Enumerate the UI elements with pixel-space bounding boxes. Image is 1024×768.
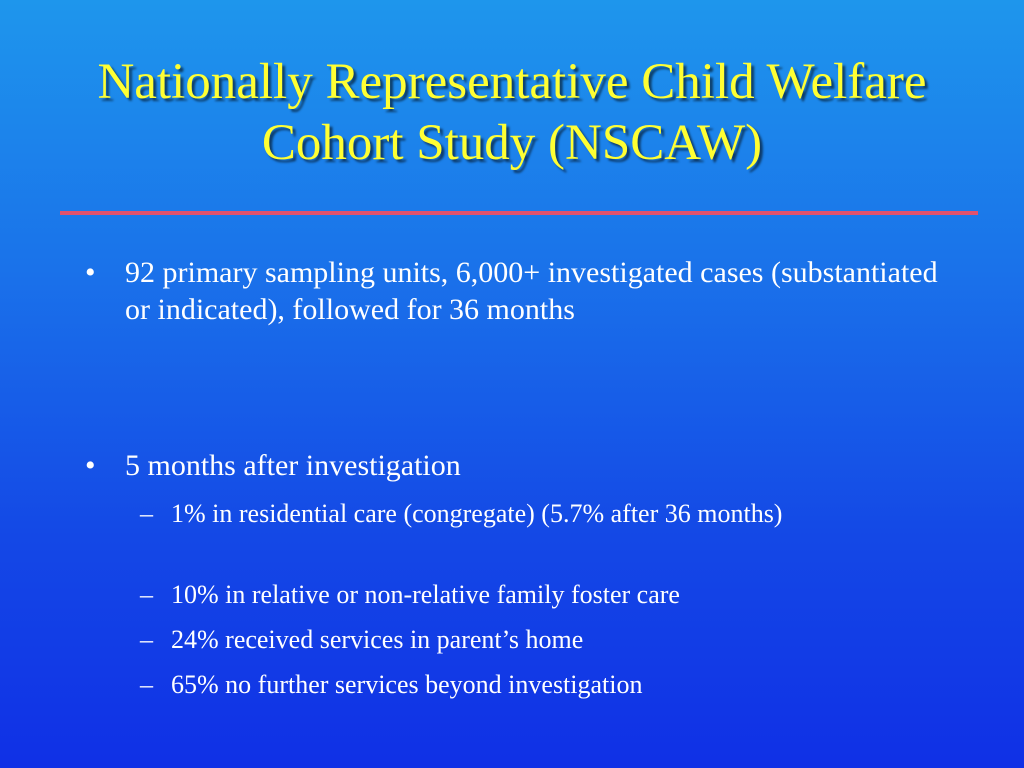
bullet-item: • 92 primary sampling units, 6,000+ inve… <box>85 254 945 328</box>
sub-bullet-item: – 65% no further services beyond investi… <box>140 669 860 700</box>
sub-bullet-marker: – <box>140 580 153 609</box>
bullet-marker: • <box>85 256 96 289</box>
slide-title: Nationally Representative Child Welfare … <box>97 54 927 171</box>
bullet-text: 5 months after investigation <box>125 449 461 482</box>
sub-bullet-item: – 24% received services in parent’s home <box>140 624 860 655</box>
sub-bullet-item: – 10% in relative or non-relative family… <box>140 579 860 610</box>
bullet-text: 92 primary sampling units, 6,000+ invest… <box>125 256 938 326</box>
bullet-item: • 5 months after investigation <box>85 447 945 484</box>
sub-bullet-text: 1% in residential care (congregate) (5.7… <box>171 499 783 528</box>
sub-bullet-text: 24% received services in parent’s home <box>171 625 584 654</box>
sub-bullet-marker: – <box>140 625 153 654</box>
sub-bullet-text: 65% no further services beyond investiga… <box>171 670 643 699</box>
sub-bullet-marker: – <box>140 499 153 528</box>
sub-bullet-marker: – <box>140 670 153 699</box>
sub-bullet-item: – 1% in residential care (congregate) (5… <box>140 498 860 529</box>
title-divider <box>60 211 978 215</box>
bullet-marker: • <box>85 449 96 482</box>
sub-bullet-text: 10% in relative or non-relative family f… <box>171 580 680 609</box>
